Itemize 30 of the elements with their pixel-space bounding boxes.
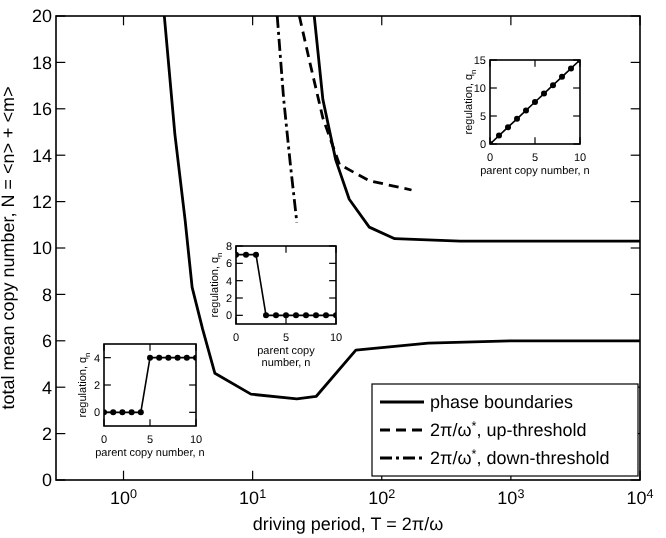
point [523,107,529,114]
y-tick-label: 0 [41,470,52,491]
point [559,73,565,80]
point [568,65,574,72]
y-tick-label: 14 [31,145,52,166]
y-tick-label: 8 [41,284,52,305]
y-tick-label: 20 [31,6,52,27]
legend-label: 2π/ω$^{*}$, down-threshold [430,447,610,469]
y-tick-label: 16 [31,99,52,120]
point [550,82,556,89]
y-tick-label: 4 [41,377,52,398]
point [532,99,538,105]
point [496,132,502,139]
y-tick-label: 10 [31,238,52,259]
point [505,124,511,131]
point [514,115,520,122]
x-tick-label: 10$^{4}$ [626,487,655,508]
x-tick-label: 10$^{0}$ [109,487,139,508]
legend-label: 2π/ω$^{*}$, up-threshold [430,419,587,441]
x-tick-label: 10$^{1}$ [239,487,268,508]
x-axis-title: driving period, T = 2π/ω [252,514,444,534]
x-tick-label: 10$^{2}$ [368,487,397,508]
y-tick-label: 2 [41,423,52,444]
point [541,90,547,97]
y-tick-label: 12 [31,191,52,212]
y-tick-label: 18 [31,52,52,73]
y-tick-label: 6 [41,331,52,352]
x-tick-label: 10$^{3}$ [497,487,526,508]
y-axis-title: total mean copy number, N = <n> + <m> [0,86,18,410]
legend-label: phase boundaries [430,392,575,413]
